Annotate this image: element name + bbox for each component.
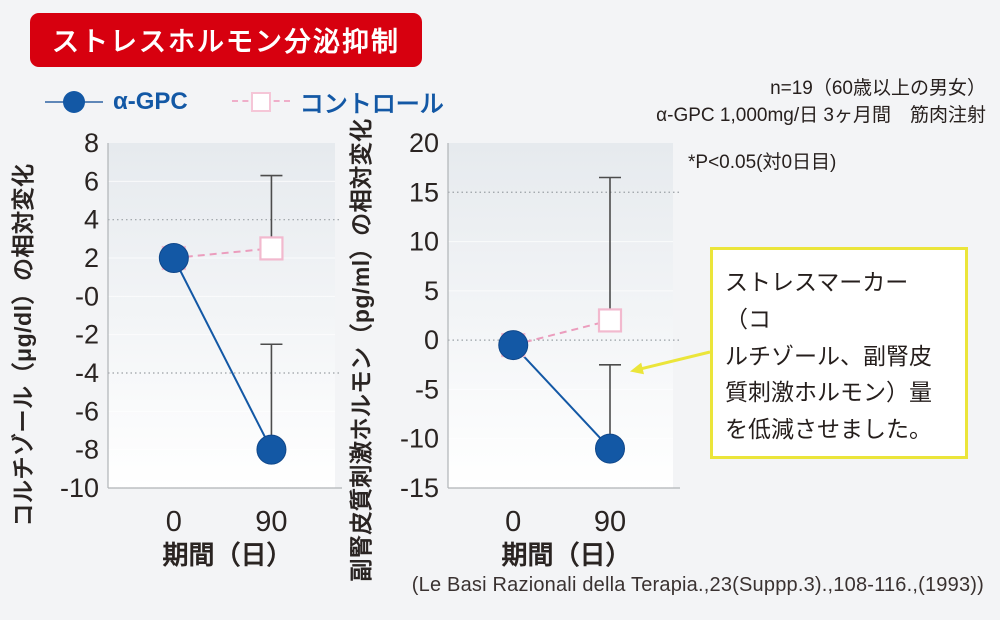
plot-area	[448, 143, 673, 488]
y-tick-label: 6	[84, 166, 99, 196]
y-axis-label: 副腎皮質刺激ホルモン（pg/ml）の相対変化	[348, 118, 374, 581]
marker-square	[259, 236, 284, 261]
callout-arrow	[640, 350, 711, 371]
marker-circle	[158, 243, 189, 273]
legend-label-alpha-gpc: α-GPC	[113, 87, 188, 115]
y-axis-label: コルチゾール（μg/dl）の相対変化	[10, 164, 36, 527]
legend-label-control: コントロール	[299, 91, 444, 118]
x-axis-label: 期間（日）	[162, 540, 292, 570]
y-tick-label: -10	[60, 473, 99, 503]
series-line-alpha-gpc	[172, 257, 273, 451]
circle-marker-icon	[45, 90, 103, 114]
marker-circle	[498, 330, 529, 361]
y-tick-label: -15	[400, 473, 439, 503]
x-tick-label: 0	[505, 506, 521, 538]
y-tick-label: -2	[75, 320, 99, 350]
marker-circle	[595, 433, 625, 464]
y-tick-label: -4	[75, 358, 99, 388]
y-tick-label: -8	[75, 435, 99, 465]
series-line-control	[173, 247, 272, 259]
x-axis-label: 期間（日）	[501, 540, 631, 570]
legend-item-control: コントロール	[231, 84, 444, 119]
x-tick-label: 0	[166, 506, 182, 538]
callout-arrowhead-icon	[630, 362, 644, 375]
study-info-line1: n=19（60歳以上の男女）	[770, 78, 986, 99]
study-info: n=19（60歳以上の男女） α-GPC 1,000mg/日 3ヶ月間 筋肉注射	[656, 76, 986, 129]
plot-area	[108, 143, 335, 488]
marker-circle	[256, 434, 287, 465]
study-info-line2: α-GPC 1,000mg/日 3ヶ月間 筋肉注射	[656, 104, 986, 126]
x-tick-label: 90	[255, 506, 287, 538]
series-line-alpha-gpc	[512, 344, 611, 450]
p-value-note: *P<0.05(対0日目)	[688, 152, 837, 173]
y-tick-label: 8	[84, 128, 99, 158]
y-tick-label: 20	[409, 128, 439, 158]
marker-square	[597, 308, 623, 333]
y-tick-label: -10	[400, 424, 439, 454]
y-tick-label: -6	[75, 396, 99, 426]
y-tick-label: 4	[84, 205, 99, 235]
y-tick-label: 0	[424, 325, 439, 355]
y-tick-label: 5	[424, 276, 439, 306]
legend: α-GPC コントロール	[45, 84, 444, 119]
title-banner: ストレスホルモン分泌抑制	[30, 13, 422, 67]
callout-text: ストレスマーカー（コ ルチゾール、副腎皮 質刺激ホルモン）量 を低減させました。	[725, 269, 932, 443]
series-line-control	[513, 319, 611, 347]
square-marker-icon	[231, 90, 290, 114]
y-tick-label: 10	[409, 227, 439, 257]
callout-box: ストレスマーカー（コ ルチゾール、副腎皮 質刺激ホルモン）量 を低減させました。	[710, 247, 968, 459]
y-tick-label: -5	[415, 374, 439, 404]
citation: (Le Basi Razionali della Terapia.,23(Sup…	[411, 574, 984, 596]
x-tick-label: 90	[594, 506, 626, 538]
y-tick-label: 2	[84, 243, 99, 273]
y-tick-label: -0	[75, 281, 99, 311]
y-tick-label: 15	[409, 177, 439, 207]
legend-item-alpha-gpc: α-GPC	[45, 88, 188, 116]
